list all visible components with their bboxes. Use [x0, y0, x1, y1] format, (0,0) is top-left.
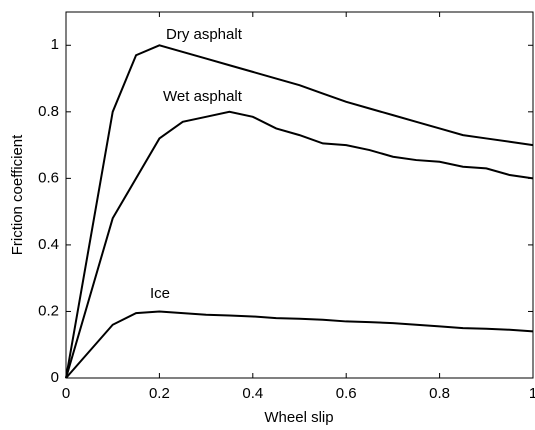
y-tick-label: 0.6	[38, 169, 59, 186]
x-tick-label: 0.6	[336, 385, 357, 402]
plot-frame	[65, 11, 534, 379]
series-line	[65, 44, 534, 379]
y-tick-label: 0.4	[38, 236, 59, 253]
y-tick-label: 0.2	[38, 302, 59, 319]
x-axis-label: Wheel slip	[264, 409, 333, 426]
y-tick-label: 0	[51, 369, 59, 386]
y-tick-label: 1	[51, 36, 59, 53]
y-tick-label: 0.8	[38, 103, 59, 120]
series-line	[65, 110, 534, 379]
series-label: Wet asphalt	[163, 88, 243, 105]
x-tick-label: 0.2	[149, 385, 170, 402]
x-tick-label: 0.8	[429, 385, 450, 402]
series-label: Dry asphalt	[166, 26, 243, 43]
x-tick-label: 0.4	[242, 385, 263, 402]
x-tick-label: 0	[62, 385, 70, 402]
y-axis-label: Friction coefficient	[9, 134, 26, 255]
series-line	[65, 310, 534, 379]
x-tick-label: 1	[529, 385, 535, 402]
series-label: Ice	[150, 285, 170, 302]
